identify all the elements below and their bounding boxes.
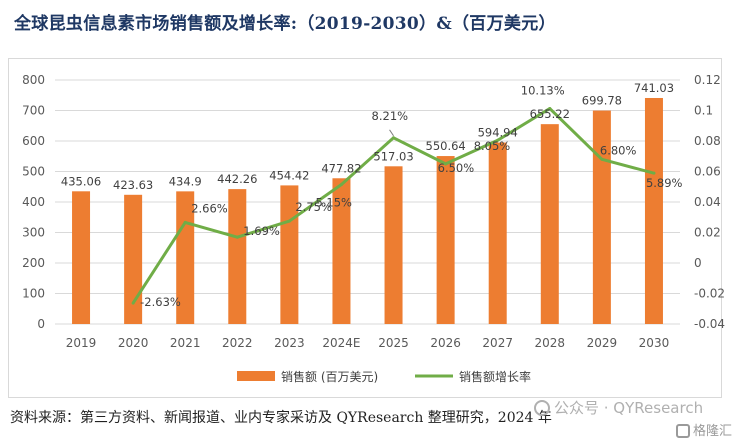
bar-value-label: 435.06 xyxy=(61,174,101,188)
bar-value-label: 454.42 xyxy=(269,168,309,182)
bar xyxy=(124,194,143,324)
x-tick-label: 2029 xyxy=(587,336,618,350)
x-tick-label: 2027 xyxy=(482,336,513,350)
growth-point xyxy=(131,301,135,305)
bar-value-label: 477.82 xyxy=(321,161,361,175)
bar xyxy=(488,142,507,324)
legend-swatch-bar xyxy=(237,371,275,381)
growth-rate-label: 8.21% xyxy=(372,109,409,123)
bar xyxy=(592,110,611,324)
growth-point xyxy=(548,107,552,111)
y-left-tick-label: 600 xyxy=(22,134,45,148)
x-tick-label: 2021 xyxy=(170,336,201,350)
growth-point xyxy=(235,235,239,239)
legend: 销售额 (百万美元) 销售额增长率 xyxy=(237,369,531,384)
watermark-text: 公众号 · QYResearch xyxy=(554,399,704,417)
growth-rate-label: 6.50% xyxy=(438,161,475,175)
y-left-tick-label: 800 xyxy=(22,73,45,87)
watermark: 公众号 · QYResearch xyxy=(534,397,703,418)
x-tick-label: 2025 xyxy=(378,336,409,350)
bar-value-label: 434.9 xyxy=(169,174,202,188)
bar xyxy=(72,191,91,324)
y-left-tick-label: 200 xyxy=(22,256,45,270)
axes: 0 100 200 300 400 500 600 700 800 -0.04 -0.02 0 0.02… xyxy=(22,73,725,350)
growth-rate-label: 5.15% xyxy=(315,195,352,209)
legend-label-line: 销售额增长率 xyxy=(459,369,531,384)
bar-value-label: 741.03 xyxy=(634,81,674,95)
x-tick-label: 2022 xyxy=(222,336,253,350)
x-tick-label: 2019 xyxy=(66,336,97,350)
x-tick-label: 2023 xyxy=(274,336,305,350)
growth-rate-label: 6.80% xyxy=(600,143,637,157)
source-note: 资料来源：第三方资料、新闻报道、业内专家采访及 QYResearch 整理研究，… xyxy=(10,410,552,426)
bar xyxy=(644,97,663,325)
bar xyxy=(384,166,403,324)
y-left-tick-label: 300 xyxy=(22,226,45,240)
bar-value-label: 594.94 xyxy=(478,126,518,140)
legend-label-bar: 销售额 (百万美元) xyxy=(281,369,378,384)
growth-rate-label: 1.69% xyxy=(243,224,280,238)
growth-point xyxy=(652,171,656,175)
y-right-tick-label: 0.08 xyxy=(694,134,721,148)
chart-frame xyxy=(8,58,722,398)
growth-point xyxy=(287,219,291,223)
growth-rate-label: 5.89% xyxy=(646,176,683,190)
logo: 格隆汇 xyxy=(676,420,732,439)
y-right-tick-label: 0.02 xyxy=(694,226,721,240)
y-left-tick-label: 400 xyxy=(22,195,45,209)
growth-point xyxy=(339,182,343,186)
x-tick-label: 2030 xyxy=(639,336,670,350)
bar xyxy=(436,156,455,324)
growth-rate-label: 8.05% xyxy=(474,139,511,153)
growth-rate-label: 10.13% xyxy=(521,84,565,98)
bar-series xyxy=(72,97,663,325)
bar xyxy=(540,124,559,324)
growth-rate-label: -2.63% xyxy=(140,295,181,309)
chart-title: 全球昆虫信息素市场销售额及增长率:（2019-2030）&（百万美元） xyxy=(14,14,556,34)
bar xyxy=(332,178,351,324)
y-left-tick-label: 500 xyxy=(22,165,45,179)
y-right-tick-label: -0.02 xyxy=(694,287,725,301)
y-right-tick-label: 0.04 xyxy=(694,195,721,209)
growth-rate-label: 2.75% xyxy=(295,200,332,214)
bar xyxy=(228,189,247,324)
y-right-tick-label: 0 xyxy=(694,256,702,270)
bar-value-label: 442.26 xyxy=(217,172,257,186)
y-right-tick-label: 0.12 xyxy=(694,73,721,87)
bar xyxy=(280,185,299,324)
x-tick-label: 2024E xyxy=(322,336,360,350)
y-left-tick-label: 100 xyxy=(22,287,45,301)
x-tick-label: 2026 xyxy=(430,336,461,350)
growth-rate-label: 2.66% xyxy=(191,201,228,215)
x-tick-label: 2028 xyxy=(535,336,566,350)
y-right-tick-label: -0.04 xyxy=(694,317,725,331)
growth-point xyxy=(183,220,187,224)
growth-point xyxy=(600,157,604,161)
gridlines xyxy=(55,79,680,325)
leader-line xyxy=(389,129,394,137)
logo-text: 格隆汇 xyxy=(693,424,733,439)
y-right-tick-label: 0.06 xyxy=(694,165,721,179)
bar-value-label: 699.78 xyxy=(582,94,622,108)
bar-value-label: 517.03 xyxy=(373,149,413,163)
logo-icon xyxy=(676,424,690,438)
bar-value-label: 655.22 xyxy=(530,107,570,121)
y-right-tick-label: 0.1 xyxy=(694,104,713,118)
y-left-tick-label: 700 xyxy=(22,104,45,118)
x-tick-label: 2020 xyxy=(118,336,149,350)
wechat-icon xyxy=(534,400,550,416)
growth-point xyxy=(496,138,500,142)
line-series xyxy=(131,107,656,305)
y-left-tick-label: 0 xyxy=(37,317,45,331)
bar-value-label: 550.64 xyxy=(426,139,466,153)
growth-point xyxy=(444,162,448,166)
bar-value-label: 423.63 xyxy=(113,178,153,192)
growth-point xyxy=(392,136,396,140)
data-labels: 435.06 423.63 434.9 442.26 454.42 477.82 517.0… xyxy=(61,81,683,309)
